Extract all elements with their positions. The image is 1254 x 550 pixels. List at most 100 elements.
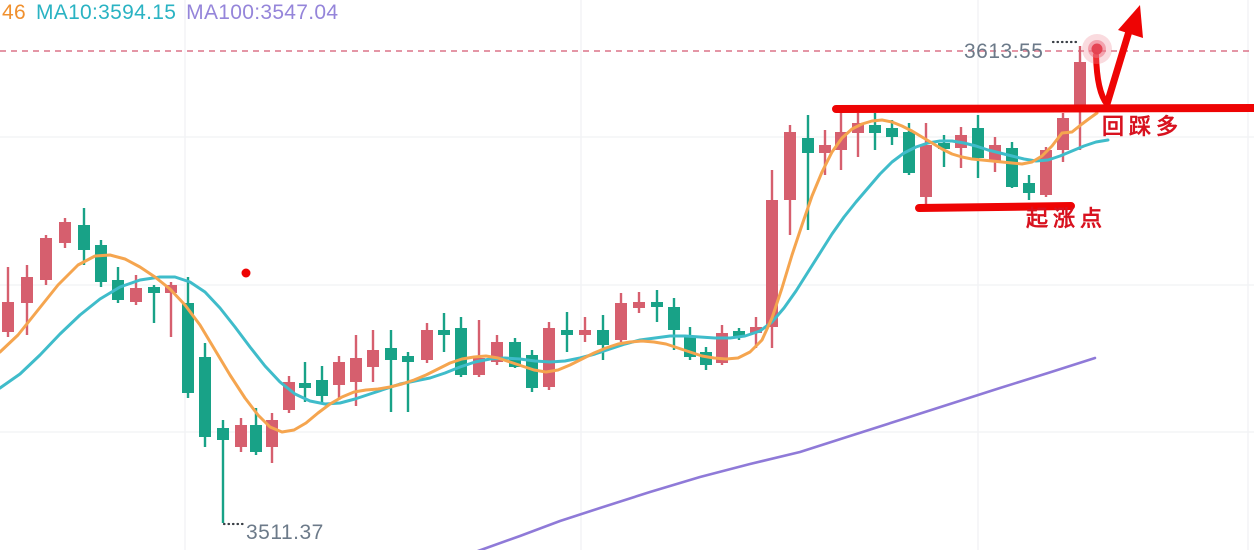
- candle-body: [333, 362, 345, 385]
- up-candle: [852, 113, 864, 157]
- candle-body: [367, 350, 379, 367]
- pullback-long-annotation: 回踩多: [1102, 114, 1184, 139]
- down-candle: [78, 208, 90, 265]
- candle-body: [597, 330, 609, 345]
- candle-body: [438, 330, 450, 335]
- arrow-shaft: [1103, 24, 1134, 108]
- candle-body: [182, 303, 194, 393]
- up-candle: [989, 137, 1001, 172]
- down-candle: [802, 115, 814, 230]
- down-candle: [526, 350, 538, 392]
- drawn-annotations: [241, 5, 1254, 278]
- candle-body: [886, 128, 898, 137]
- down-candle: [561, 312, 573, 352]
- down-candle: [869, 113, 881, 150]
- down-candle: [651, 290, 663, 322]
- candle-body: [733, 331, 745, 336]
- candle-body: [802, 138, 814, 153]
- up-candle: [283, 376, 295, 413]
- up-candle: [473, 320, 485, 377]
- arrow-head-icon: [1118, 5, 1143, 38]
- candle-body: [579, 330, 591, 335]
- up-candle: [784, 125, 796, 235]
- down-candle: [385, 330, 397, 412]
- down-candle: [182, 277, 194, 398]
- up-candle: [40, 235, 52, 285]
- candle-body: [350, 358, 362, 382]
- candle-body: [561, 330, 573, 335]
- candle-body: [316, 380, 328, 396]
- ma-fast-line: [0, 111, 1099, 434]
- candle-body: [78, 225, 90, 250]
- candle-body: [633, 302, 645, 308]
- down-candle: [299, 362, 311, 402]
- candle-body: [668, 307, 680, 330]
- up-candle: [367, 330, 379, 382]
- down-candle: [199, 343, 211, 447]
- up-candle: [579, 317, 591, 342]
- down-candle: [438, 313, 450, 352]
- candle-body: [651, 302, 663, 307]
- ma100-line: [477, 356, 1097, 550]
- candle-body: [972, 128, 984, 158]
- candle-body: [148, 287, 160, 293]
- candle-body: [509, 342, 521, 367]
- up-candle: [615, 293, 627, 342]
- up-candle: [1074, 46, 1086, 150]
- candle-body: [455, 328, 467, 375]
- candle-body: [402, 356, 414, 362]
- legend-ma100-value: MA100:3547.04: [186, 1, 339, 24]
- up-candle: [920, 123, 932, 205]
- up-candle: [2, 267, 14, 337]
- candle-body: [421, 330, 433, 360]
- resistance-line: [832, 104, 1254, 113]
- down-candle: [95, 240, 107, 287]
- support-line: [915, 202, 1075, 212]
- down-candle: [148, 285, 160, 323]
- rise-start-annotation: 起涨点: [1026, 206, 1108, 231]
- candle-body: [2, 302, 14, 332]
- down-candle: [112, 267, 124, 303]
- candle-body: [59, 222, 71, 243]
- candle-body: [283, 382, 295, 410]
- candle-body: [217, 428, 229, 440]
- up-candle: [59, 218, 71, 248]
- down-candle: [250, 408, 262, 455]
- up-candle: [543, 322, 555, 390]
- candle-body: [199, 357, 211, 437]
- down-candle: [1023, 175, 1035, 200]
- high-price-label: 3613.55: [964, 40, 1044, 63]
- candle-body: [385, 348, 397, 360]
- candle-body: [526, 355, 538, 388]
- candle-body: [750, 327, 762, 333]
- candle-body: [819, 145, 831, 153]
- up-candle: [955, 127, 967, 168]
- red-dot-marker: [241, 268, 251, 278]
- down-candle: [316, 366, 328, 404]
- candle-body: [21, 277, 33, 303]
- candle-body: [130, 288, 142, 302]
- up-candle: [333, 356, 345, 400]
- candle-body: [766, 200, 778, 327]
- price-glow-dot: [1091, 43, 1103, 55]
- down-candle: [217, 420, 229, 523]
- down-candle: [886, 120, 898, 145]
- up-candle: [266, 413, 278, 463]
- candle-body: [920, 145, 932, 197]
- candle-body: [543, 328, 555, 387]
- candle-body: [112, 280, 124, 300]
- candle-body: [903, 132, 915, 173]
- candle-body: [784, 132, 796, 200]
- down-candle: [684, 327, 696, 360]
- candle-body: [869, 125, 881, 133]
- candle-body: [852, 123, 864, 133]
- down-candle: [668, 298, 680, 350]
- candle-body: [989, 145, 1001, 162]
- candle-body: [1074, 62, 1086, 110]
- candle-body: [95, 245, 107, 282]
- candle-body: [1023, 183, 1035, 193]
- up-candle: [633, 292, 645, 313]
